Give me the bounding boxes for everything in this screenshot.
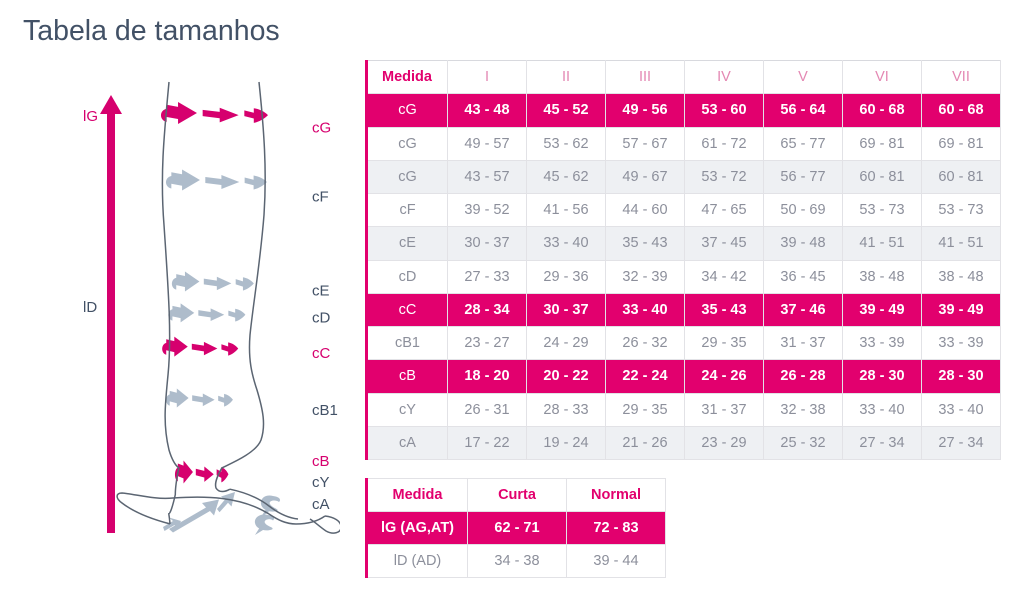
svg-text:cE: cE bbox=[312, 283, 330, 300]
svg-text:cB: cB bbox=[312, 453, 330, 470]
svg-text:cC: cC bbox=[312, 345, 331, 362]
svg-text:cB1: cB1 bbox=[312, 402, 338, 419]
svg-text:cY: cY bbox=[312, 474, 330, 491]
svg-text:cA: cA bbox=[312, 496, 330, 513]
svg-text:lD: lD bbox=[83, 299, 97, 316]
svg-text:cF: cF bbox=[312, 189, 329, 206]
svg-text:cG: cG bbox=[312, 120, 331, 137]
svg-text:lG: lG bbox=[83, 108, 98, 125]
svg-text:cD: cD bbox=[312, 309, 331, 326]
